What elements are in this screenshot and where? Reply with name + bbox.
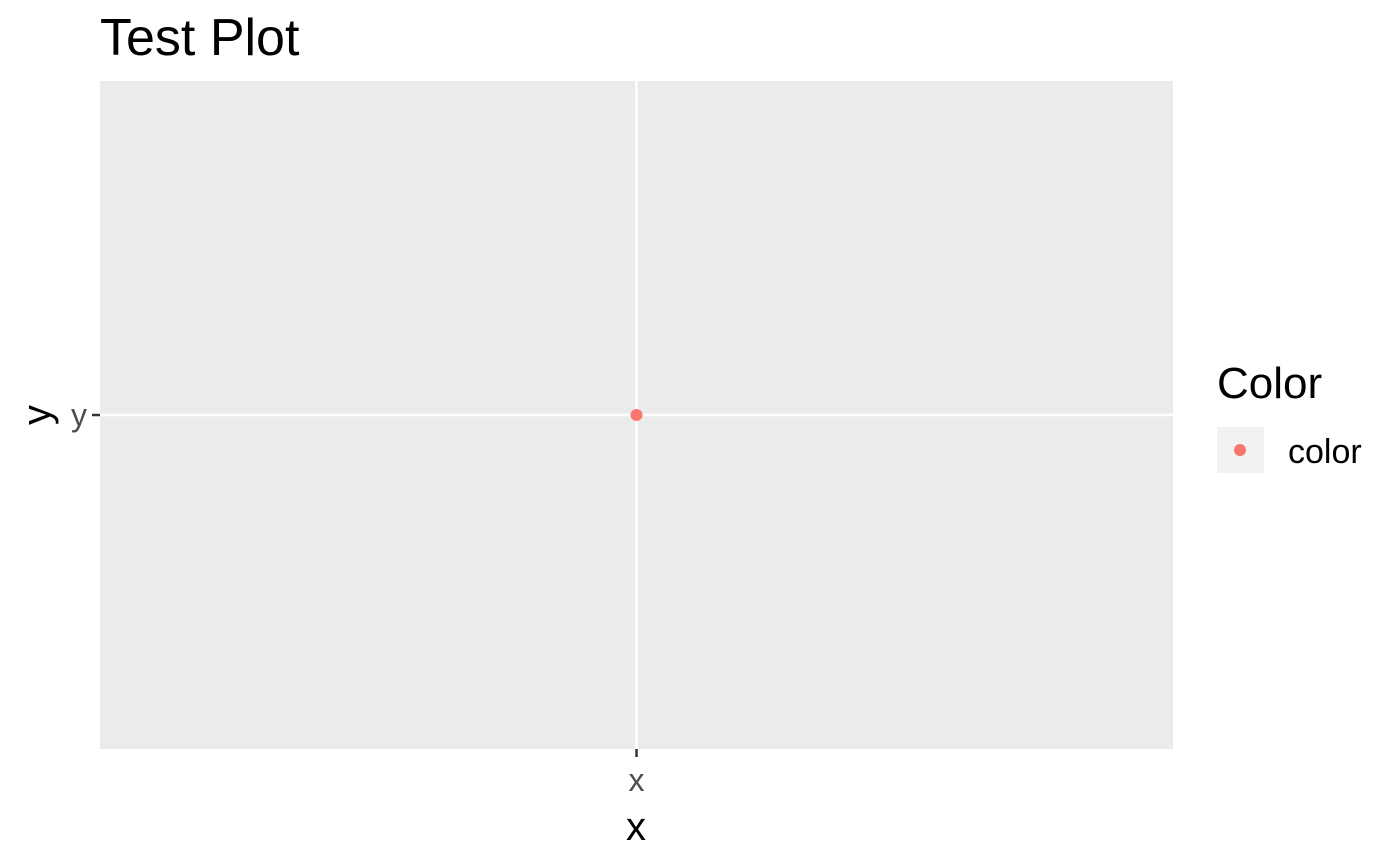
data-points [630,409,643,421]
chart-title: Test Plot [100,9,300,67]
x-tick-label: x [629,762,645,798]
legend-entry-marker [1234,444,1246,456]
legend-entry-label: color [1288,433,1362,471]
legend: Color color [1217,359,1362,473]
y-axis-title: y [15,405,59,425]
legend-title: Color [1217,359,1322,408]
y-tick-label: y [71,397,87,433]
data-point [630,409,643,421]
x-axis-title: x [626,805,646,849]
